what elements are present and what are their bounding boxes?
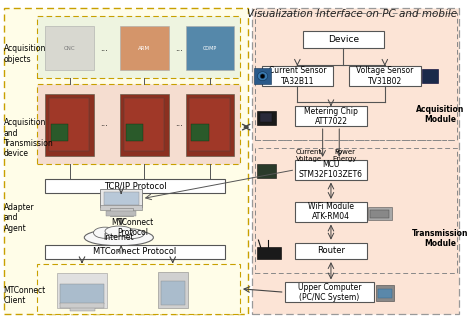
Bar (60, 303, 104, 308)
Bar (303, 31, 383, 48)
Bar (256, 164, 276, 178)
Text: Upper Computer
(PC/NC System): Upper Computer (PC/NC System) (298, 282, 361, 302)
Bar (45, 94, 93, 156)
Bar (124, 99, 164, 151)
Bar (109, 208, 133, 216)
Text: Visualization Interface on PC and mobile: Visualization Interface on PC and mobile (247, 9, 457, 19)
Bar (161, 281, 185, 305)
Bar (45, 26, 93, 70)
Text: MCU
STM32F103ZET6: MCU STM32F103ZET6 (299, 160, 363, 179)
Ellipse shape (105, 226, 133, 236)
Bar (100, 189, 142, 207)
Text: Power
Energy: Power Energy (332, 149, 357, 162)
Bar (376, 285, 394, 300)
Bar (37, 16, 240, 78)
Text: WiFi Module
ATK-RM04: WiFi Module ATK-RM04 (308, 202, 354, 221)
Bar (255, 148, 457, 273)
Bar (378, 289, 392, 298)
Bar (49, 99, 90, 151)
Bar (120, 94, 169, 156)
Bar (4, 8, 248, 314)
Text: MTConnect
Client: MTConnect Client (4, 286, 46, 306)
Bar (51, 124, 68, 142)
Text: MTConnect Protocol: MTConnect Protocol (93, 247, 177, 256)
Text: ...: ... (175, 119, 182, 128)
Bar (191, 124, 209, 142)
Bar (368, 207, 392, 220)
Text: ...: ... (100, 44, 108, 53)
Text: Acquisition
objects: Acquisition objects (4, 44, 46, 64)
Text: Acquisition
and
Transmission
device: Acquisition and Transmission device (4, 118, 54, 158)
Bar (370, 211, 389, 218)
Bar (45, 245, 225, 258)
Bar (60, 284, 104, 304)
Text: Transmission
Module: Transmission Module (411, 229, 468, 248)
Text: CNC: CNC (64, 46, 75, 51)
Bar (295, 106, 367, 126)
Bar (37, 84, 240, 164)
Text: Voltage Sensor
TV31B02: Voltage Sensor TV31B02 (356, 66, 413, 86)
Bar (186, 94, 234, 156)
Bar (158, 272, 188, 308)
Text: Metering Chip
ATT7022: Metering Chip ATT7022 (304, 107, 358, 126)
Ellipse shape (93, 227, 117, 238)
Text: Acquisition
Module: Acquisition Module (416, 105, 464, 124)
Text: Router: Router (317, 247, 345, 256)
Bar (189, 99, 230, 151)
Bar (295, 160, 367, 179)
Bar (262, 66, 333, 86)
Bar (256, 247, 281, 258)
Bar (126, 124, 143, 142)
Text: Device: Device (328, 35, 359, 44)
Text: ...: ... (100, 119, 108, 128)
Text: COMP: COMP (202, 46, 217, 51)
Text: Current
Voltage: Current Voltage (295, 149, 322, 162)
Bar (256, 111, 276, 125)
Bar (254, 68, 271, 84)
Text: MTConnect
Protocol: MTConnect Protocol (111, 218, 154, 237)
Text: ...: ... (175, 44, 182, 53)
Bar (106, 211, 136, 216)
Bar (120, 26, 169, 70)
Bar (255, 13, 457, 140)
Bar (45, 179, 225, 193)
Bar (104, 192, 139, 205)
Bar (295, 243, 367, 259)
Bar (260, 113, 272, 122)
Bar (37, 264, 240, 314)
Bar (253, 8, 459, 314)
Ellipse shape (257, 72, 268, 81)
Text: Adapter
and
Agent: Adapter and Agent (4, 203, 34, 233)
Bar (70, 305, 95, 311)
Bar (295, 202, 367, 221)
Bar (57, 273, 107, 308)
Bar (349, 66, 420, 86)
Bar (100, 205, 142, 210)
Text: Internet: Internet (103, 233, 134, 242)
Text: ARM: ARM (138, 46, 150, 51)
Text: Current Sensor
TA32B11: Current Sensor TA32B11 (269, 66, 326, 86)
Ellipse shape (121, 229, 144, 239)
Ellipse shape (260, 74, 265, 78)
Bar (422, 69, 438, 83)
Bar (186, 26, 234, 70)
Bar (285, 282, 374, 302)
Ellipse shape (84, 229, 154, 246)
Text: TCP/IP Protocol: TCP/IP Protocol (104, 181, 166, 190)
